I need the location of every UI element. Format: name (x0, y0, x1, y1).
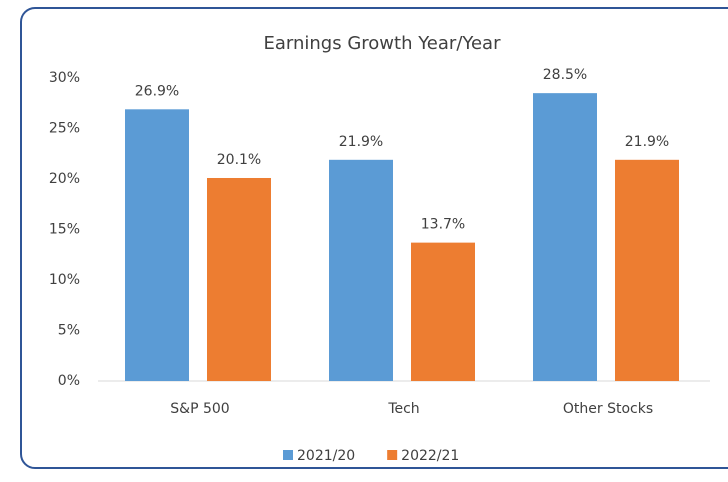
bar (329, 159, 393, 381)
bar (207, 177, 271, 381)
data-label: 13.7% (421, 217, 465, 233)
bar (125, 109, 189, 381)
data-label: 26.9% (135, 83, 179, 99)
x-tick-label: Tech (387, 401, 419, 417)
y-tick-label: 5% (58, 323, 80, 339)
y-tick-label: 30% (49, 70, 80, 86)
legend-label: 2022/21 (401, 448, 459, 464)
y-tick-label: 10% (49, 272, 80, 288)
y-tick-label: 15% (49, 222, 80, 238)
y-tick-label: 20% (49, 171, 80, 187)
data-label: 28.5% (543, 67, 587, 83)
legend-swatch (387, 450, 398, 460)
legend-label: 2021/20 (297, 448, 355, 464)
y-tick-label: 0% (58, 373, 80, 389)
legend-swatch (283, 450, 293, 460)
data-label: 20.1% (217, 152, 261, 168)
bar (533, 93, 597, 382)
chart-title: Earnings Growth Year/Year (264, 33, 502, 54)
y-tick-label: 25% (49, 121, 80, 137)
data-label: 21.9% (625, 134, 669, 150)
bar (615, 159, 679, 381)
data-label: 21.9% (339, 134, 383, 150)
x-tick-label: Other Stocks (563, 401, 653, 417)
x-tick-label: S&P 500 (170, 401, 229, 417)
bar (411, 242, 475, 381)
